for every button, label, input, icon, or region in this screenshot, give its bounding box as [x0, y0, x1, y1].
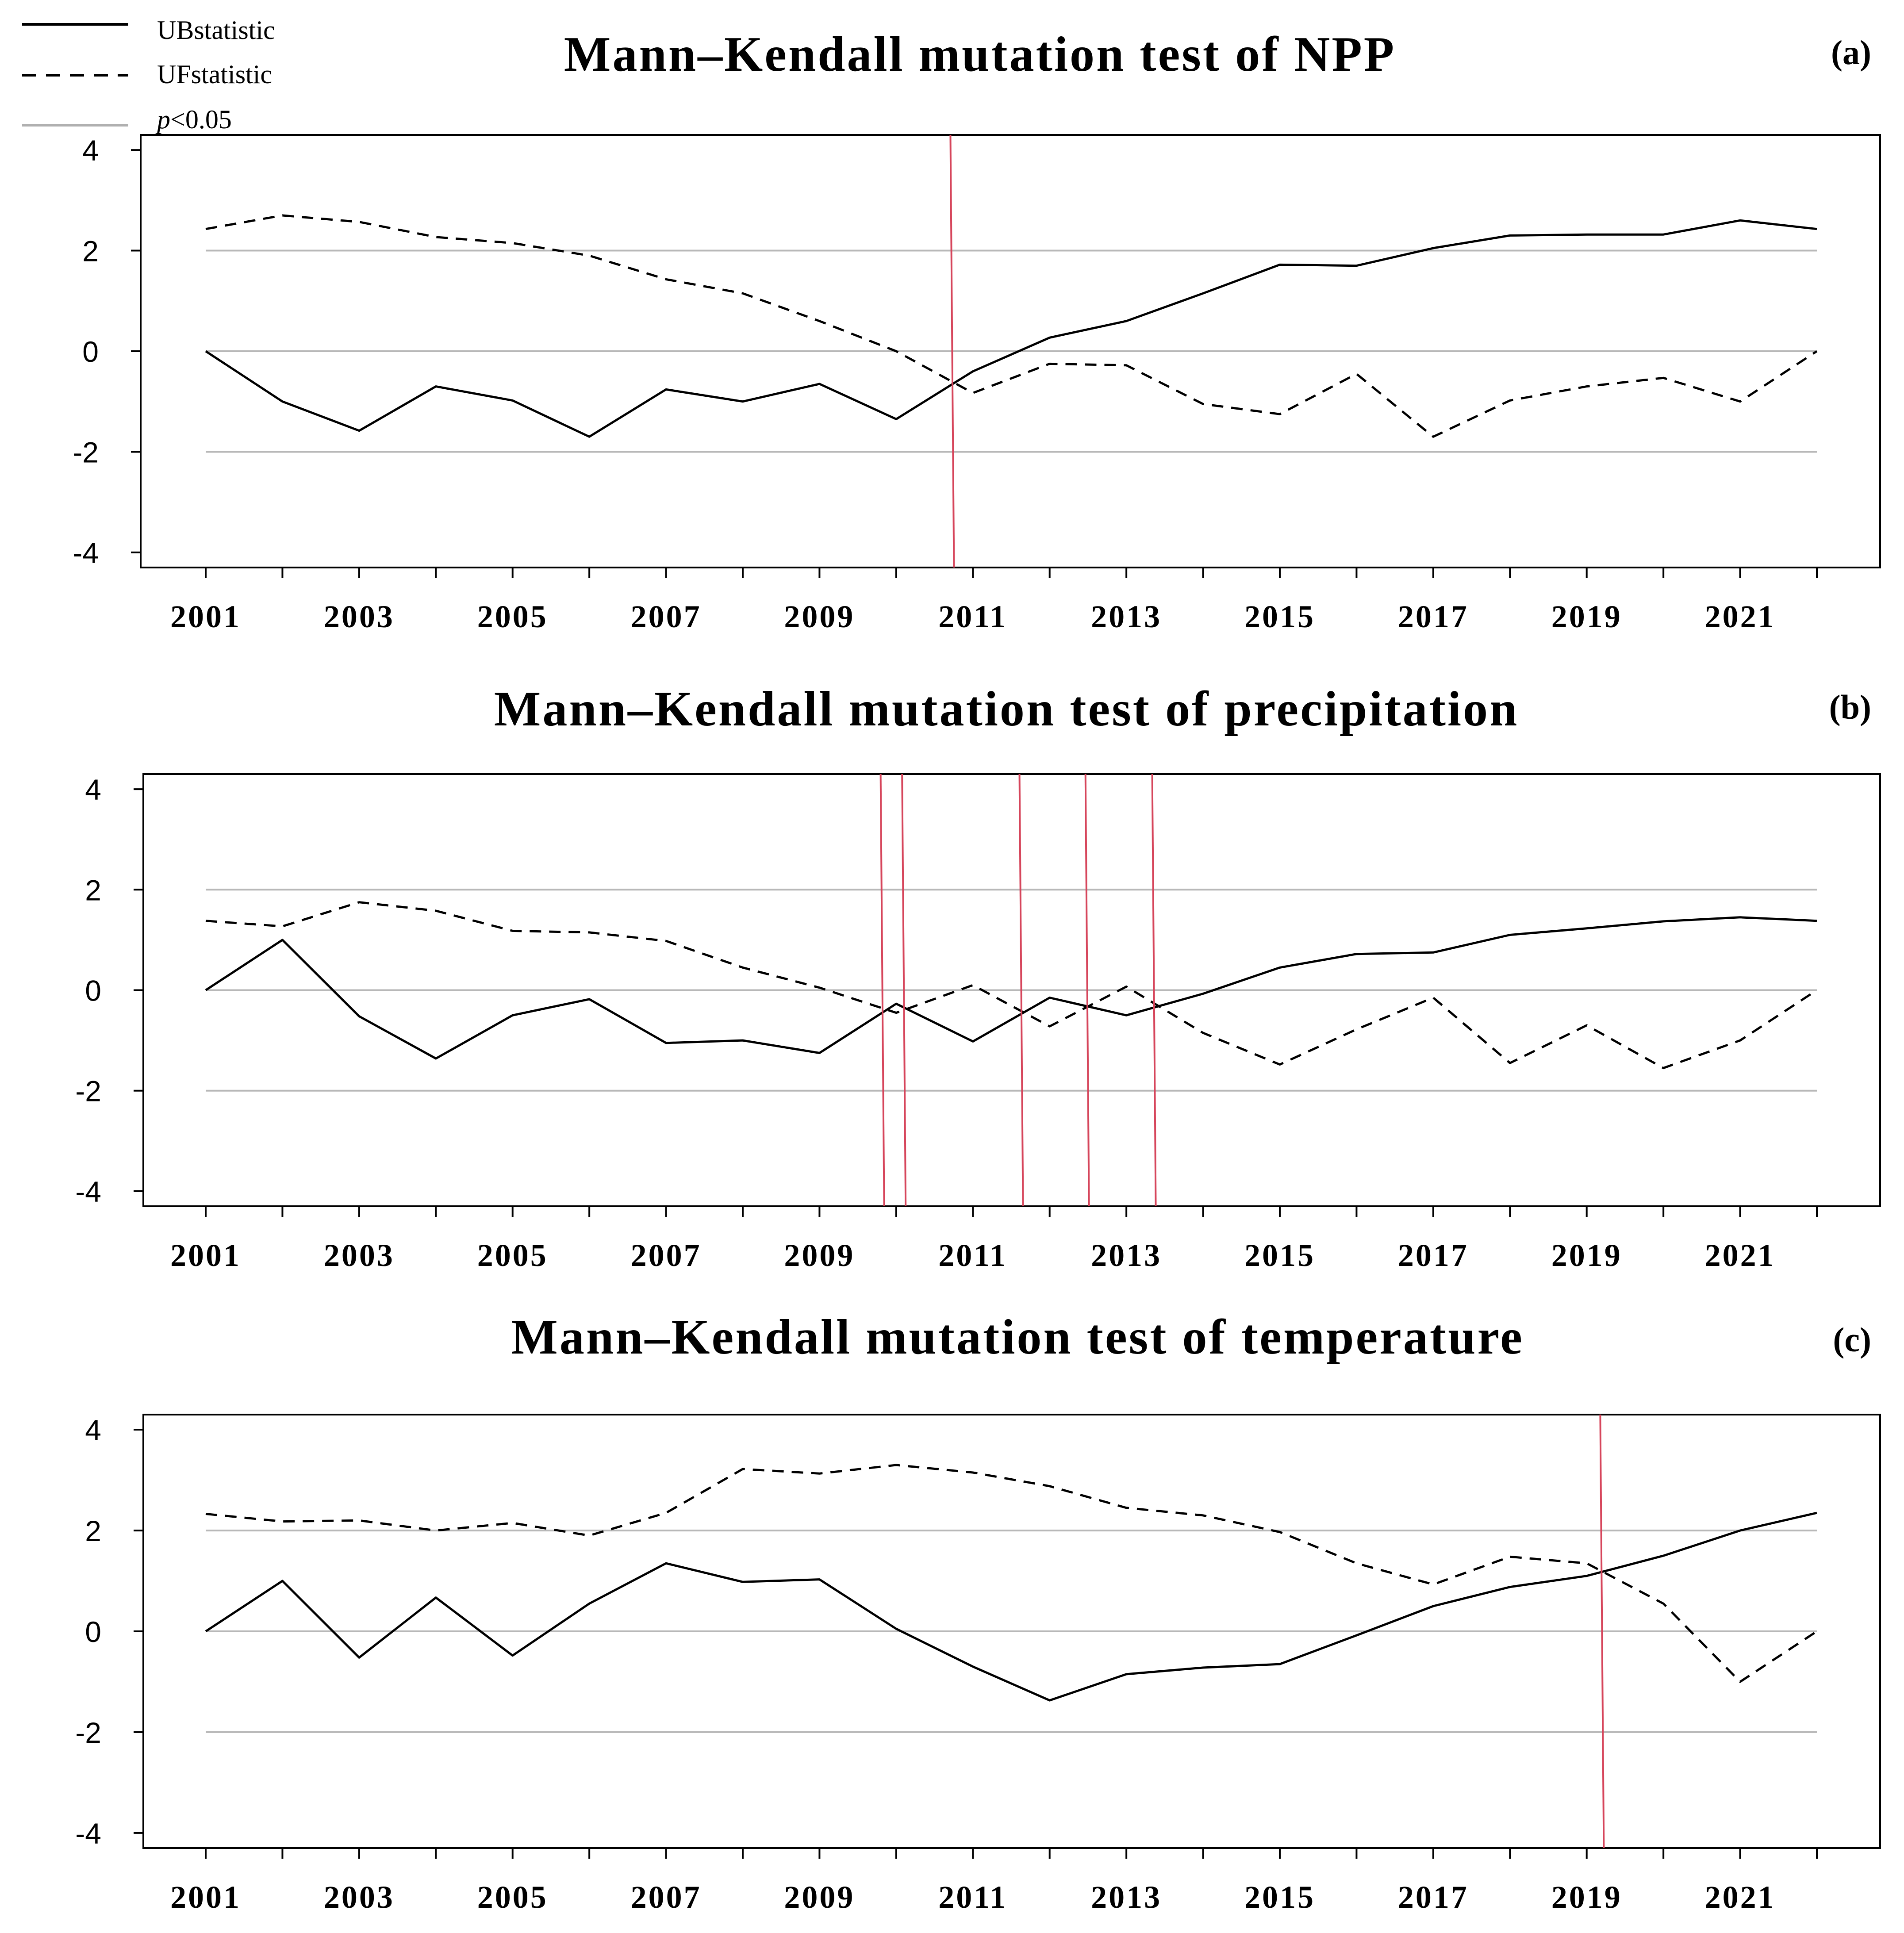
- panel-npp-title: Mann–Kendall mutation test of NPP: [564, 27, 1396, 82]
- npp-x-tick-label: 2003: [324, 599, 395, 634]
- legend-uf-label: UFstatistic: [157, 60, 272, 89]
- legend: UBstatistic UFstatistic p<0.05: [22, 15, 275, 134]
- temperature-x-tick-label: 2007: [631, 1879, 702, 1915]
- npp-y-tick-label: 2: [82, 235, 99, 268]
- legend-sig-label-rest: <0.05: [170, 105, 232, 134]
- npp-x-tick-label: 2021: [1705, 599, 1776, 634]
- precipitation-y-tick-label: -4: [75, 1175, 101, 1208]
- temperature-y-tick-label: 2: [85, 1515, 101, 1547]
- legend-ub-label: UBstatistic: [157, 15, 275, 45]
- temperature-x-tick-label: 2005: [477, 1879, 548, 1915]
- precipitation-x-tick-label: 2011: [938, 1238, 1007, 1273]
- npp-y-tick-label: -2: [73, 436, 99, 468]
- precipitation-x-tick-label: 2003: [324, 1238, 395, 1273]
- temperature-x-tick-label: 2015: [1244, 1879, 1315, 1915]
- precipitation-x-tick-label: 2019: [1551, 1238, 1622, 1273]
- npp-mutation-point-line: [949, 134, 955, 568]
- precipitation-x-tick-label: 2007: [631, 1238, 702, 1273]
- npp-x-tick-label: 2005: [477, 599, 548, 634]
- precipitation-mutation-point-line: [1018, 774, 1024, 1207]
- temperature-y-tick-label: 0: [85, 1615, 101, 1648]
- temperature-ub-series-line: [205, 1511, 1817, 1702]
- npp-y-tick-label: 0: [82, 335, 99, 368]
- legend-sig-label: p<0.05: [155, 105, 232, 134]
- temperature-x-tick-label: 2011: [938, 1879, 1007, 1915]
- npp-y-tick-label: -4: [73, 537, 99, 569]
- precipitation-y-tick-label: 4: [85, 773, 101, 806]
- temperature-y-tick-label: -2: [75, 1716, 101, 1749]
- temperature-y-tick-label: 4: [85, 1414, 101, 1446]
- panel-temperature-label: (c): [1833, 1320, 1871, 1359]
- temperature-x-tick-label: 2017: [1398, 1879, 1469, 1915]
- npp-x-tick-label: 2001: [170, 599, 241, 634]
- temperature-mutation-point-line: [1599, 1414, 1605, 1849]
- temperature-x-tick-label: 2003: [324, 1879, 395, 1915]
- npp-x-tick-label: 2013: [1091, 599, 1162, 634]
- temperature-y-tick-label: -4: [75, 1817, 101, 1850]
- temperature-x-tick-label: 2021: [1705, 1879, 1776, 1915]
- npp-x-tick-label: 2007: [631, 599, 702, 634]
- npp-x-tick-label: 2017: [1398, 599, 1469, 634]
- temperature-x-tick-label: 2009: [784, 1879, 855, 1915]
- npp-x-tick-label: 2009: [784, 599, 855, 634]
- precipitation-uf-series-line: [205, 901, 1818, 1070]
- panel-temperature: Mann–Kendall mutation test of temperatur…: [75, 1310, 1881, 1915]
- npp-x-tick-label: 2011: [938, 599, 1007, 634]
- npp-uf-series-line: [205, 214, 1818, 438]
- panel-precipitation: Mann–Kendall mutation test of precipitat…: [75, 682, 1881, 1273]
- precipitation-mutation-point-line: [901, 774, 907, 1207]
- precipitation-x-tick-label: 2017: [1398, 1238, 1469, 1273]
- precipitation-y-tick-label: 0: [85, 974, 101, 1007]
- precipitation-mutation-point-line: [1151, 774, 1157, 1207]
- npp-x-tick-label: 2015: [1244, 599, 1315, 634]
- precipitation-x-tick-label: 2009: [784, 1238, 855, 1273]
- precipitation-mutation-point-line: [1084, 774, 1090, 1207]
- precipitation-mutation-point-line: [879, 774, 885, 1207]
- temperature-x-tick-label: 2001: [170, 1879, 241, 1915]
- precipitation-x-tick-label: 2005: [477, 1238, 548, 1273]
- legend-sig-label-italic: p: [155, 105, 170, 134]
- panel-temperature-title: Mann–Kendall mutation test of temperatur…: [511, 1310, 1524, 1365]
- precipitation-y-tick-label: 2: [85, 874, 101, 906]
- precipitation-x-tick-label: 2015: [1244, 1238, 1315, 1273]
- panel-precipitation-title: Mann–Kendall mutation test of precipitat…: [494, 682, 1519, 736]
- panel-npp: Mann–Kendall mutation test of NPP (a) 4 2…: [73, 27, 1881, 634]
- precipitation-ub-series-line: [205, 916, 1817, 1060]
- precipitation-x-tick-label: 2013: [1091, 1238, 1162, 1273]
- precipitation-y-tick-label: -2: [75, 1075, 101, 1108]
- npp-y-tick-label: 4: [82, 134, 99, 167]
- npp-x-tick-label: 2019: [1551, 599, 1622, 634]
- panel-npp-label: (a): [1831, 33, 1871, 72]
- precipitation-x-tick-label: 2001: [170, 1238, 241, 1273]
- npp-ub-series-line: [205, 219, 1817, 438]
- panel-precipitation-label: (b): [1829, 688, 1871, 726]
- temperature-x-tick-label: 2019: [1551, 1879, 1622, 1915]
- temperature-x-tick-label: 2013: [1091, 1879, 1162, 1915]
- temperature-uf-series-line: [205, 1464, 1818, 1683]
- precipitation-x-tick-label: 2021: [1705, 1238, 1776, 1273]
